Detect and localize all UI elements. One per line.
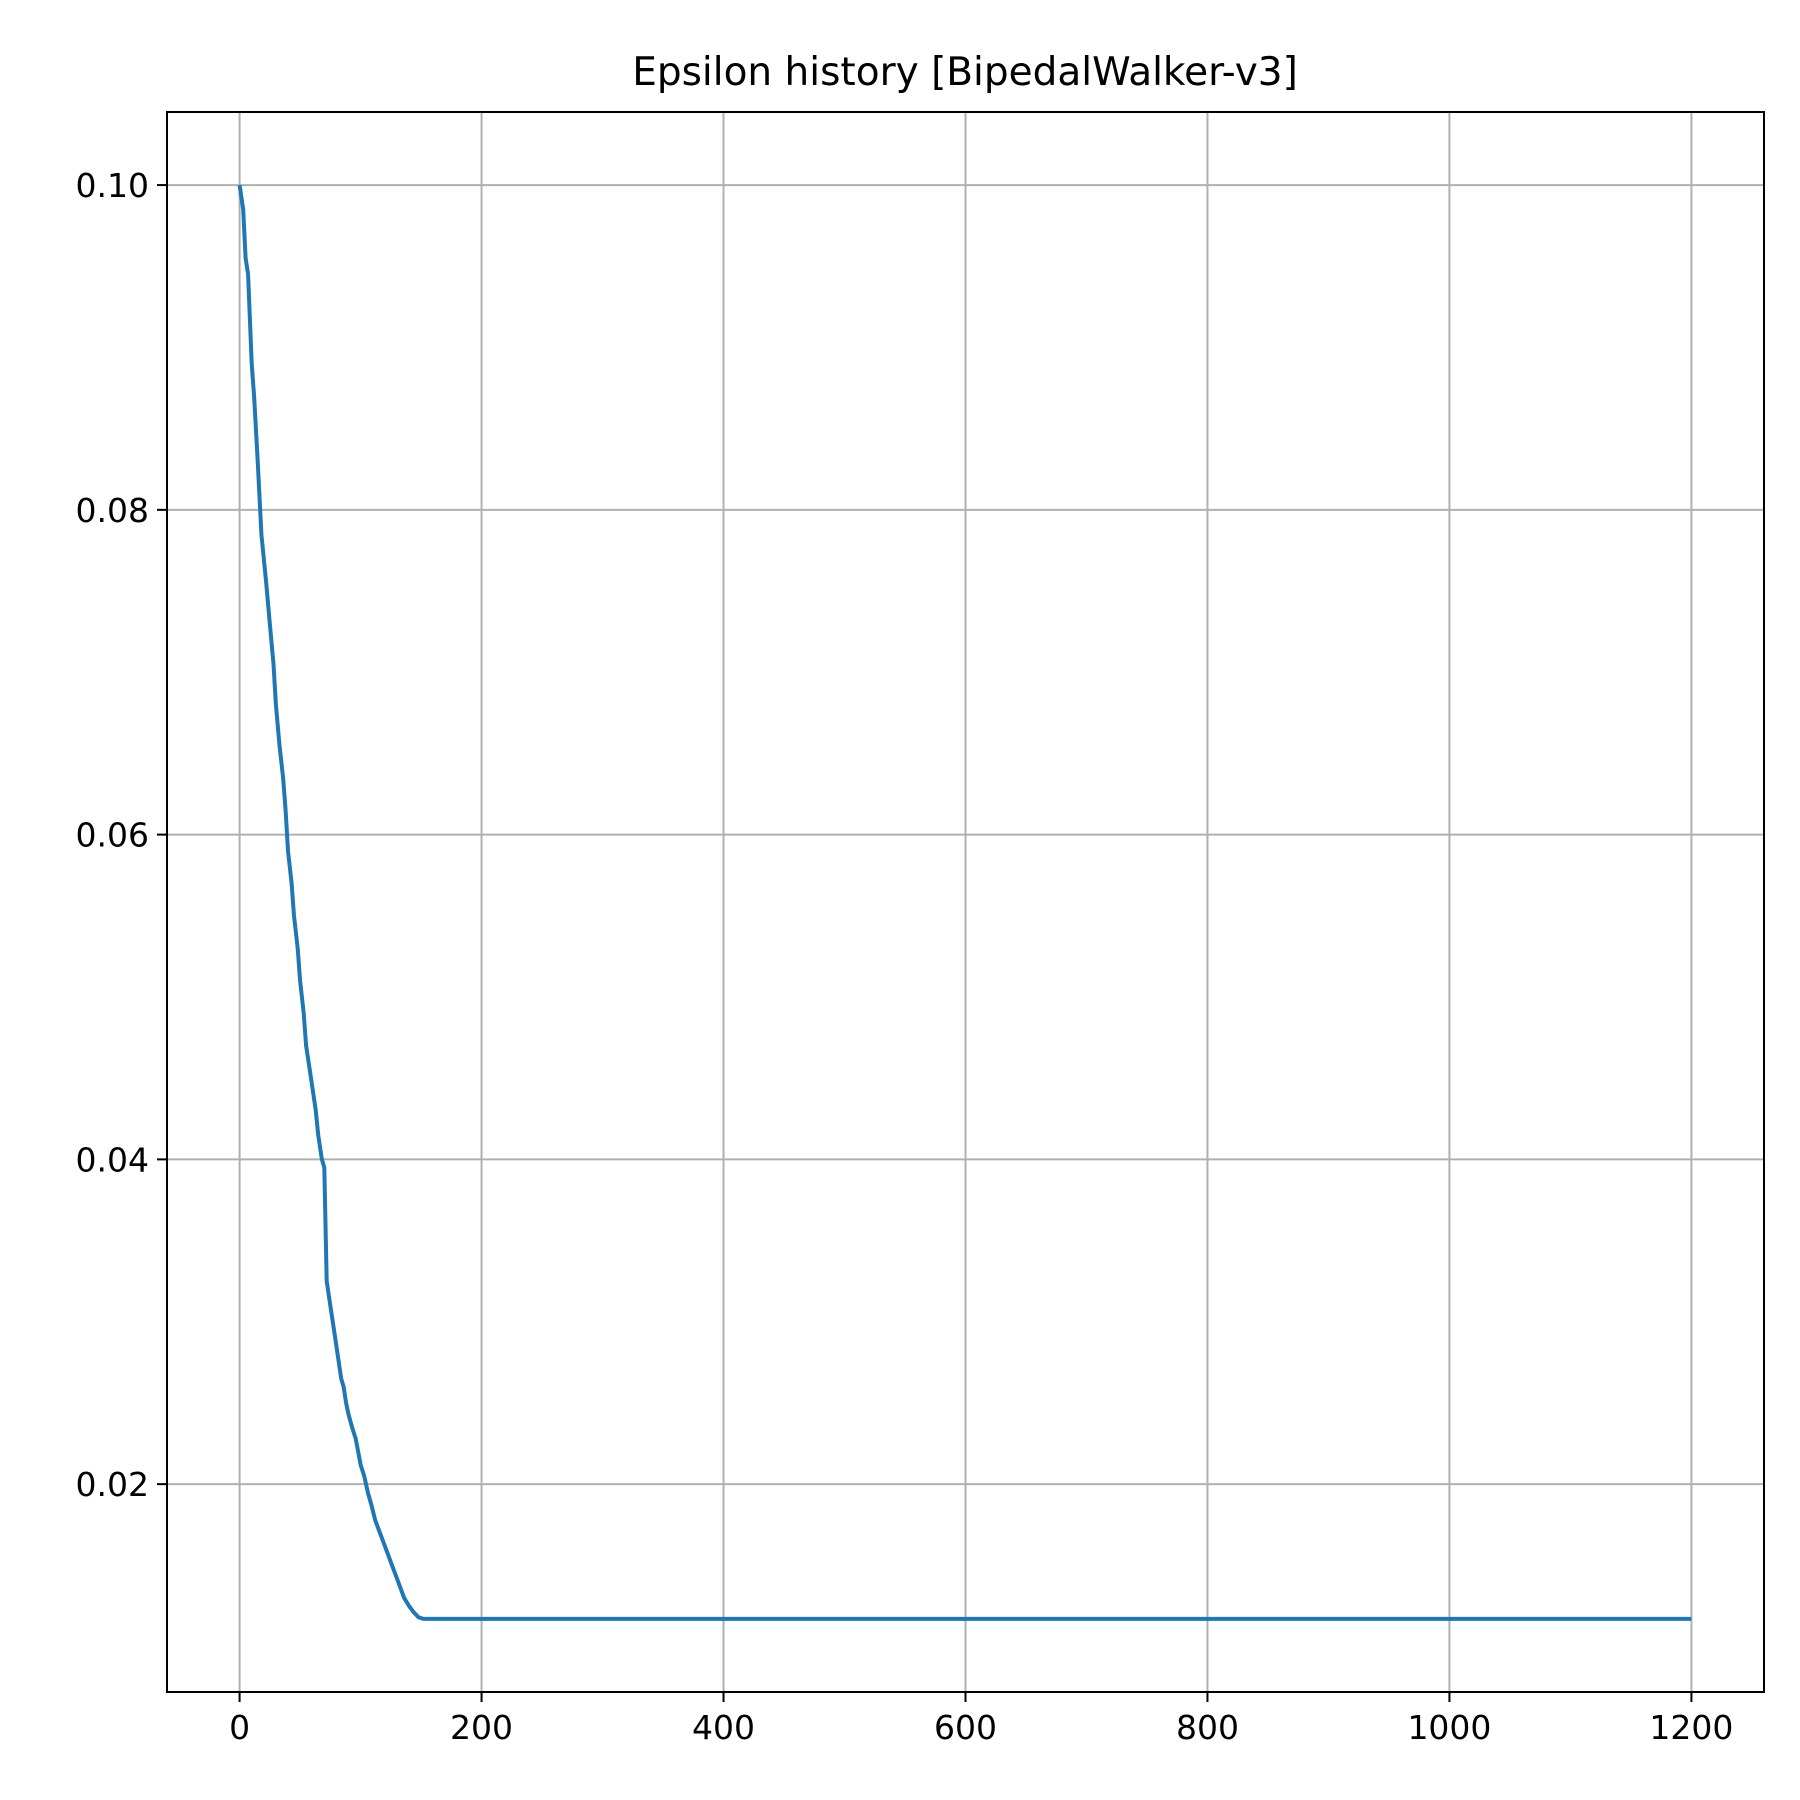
x-tick-label: 800 [1176,1708,1239,1747]
y-tick-label: 0.08 [76,491,149,530]
x-tick-label: 200 [450,1708,513,1747]
y-tick-label: 0.02 [76,1465,149,1504]
y-tick-label: 0.10 [76,166,149,205]
x-tick-label: 1000 [1407,1708,1491,1747]
y-axis: 0.02 0.04 0.06 0.08 0.10 [76,166,167,1504]
y-tick-label: 0.04 [76,1140,149,1179]
grid-lines [167,112,1764,1692]
series-layer [237,184,1692,1621]
x-tick-label: 0 [229,1708,250,1747]
x-tick-label: 1200 [1649,1708,1733,1747]
epsilon-series-line [237,184,1692,1621]
y-tick-label: 0.06 [76,816,149,855]
x-tick-label: 400 [692,1708,755,1747]
chart-title: Epsilon history [BipedalWalker-v3] [632,50,1298,95]
x-axis: 0 200 400 600 800 1000 1200 [229,1692,1733,1747]
x-tick-label: 600 [934,1708,997,1747]
